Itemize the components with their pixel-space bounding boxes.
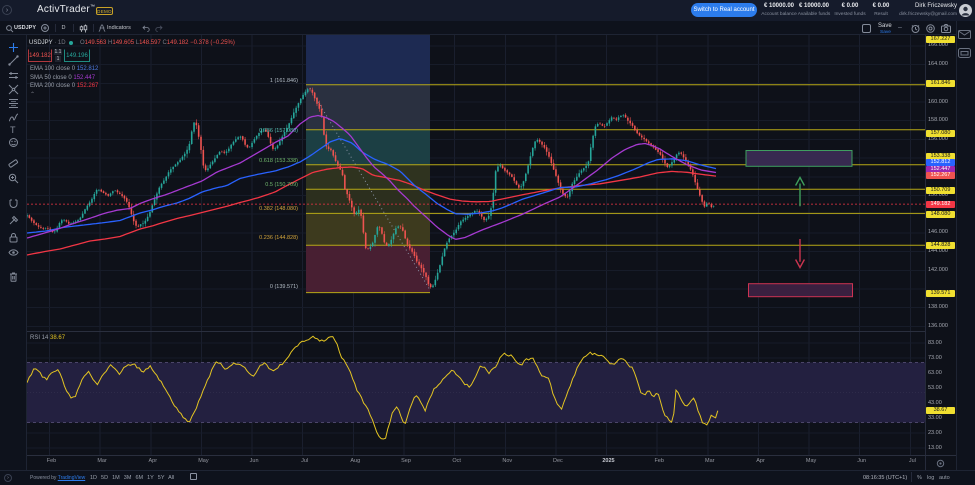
svg-text:T: T	[10, 125, 16, 135]
